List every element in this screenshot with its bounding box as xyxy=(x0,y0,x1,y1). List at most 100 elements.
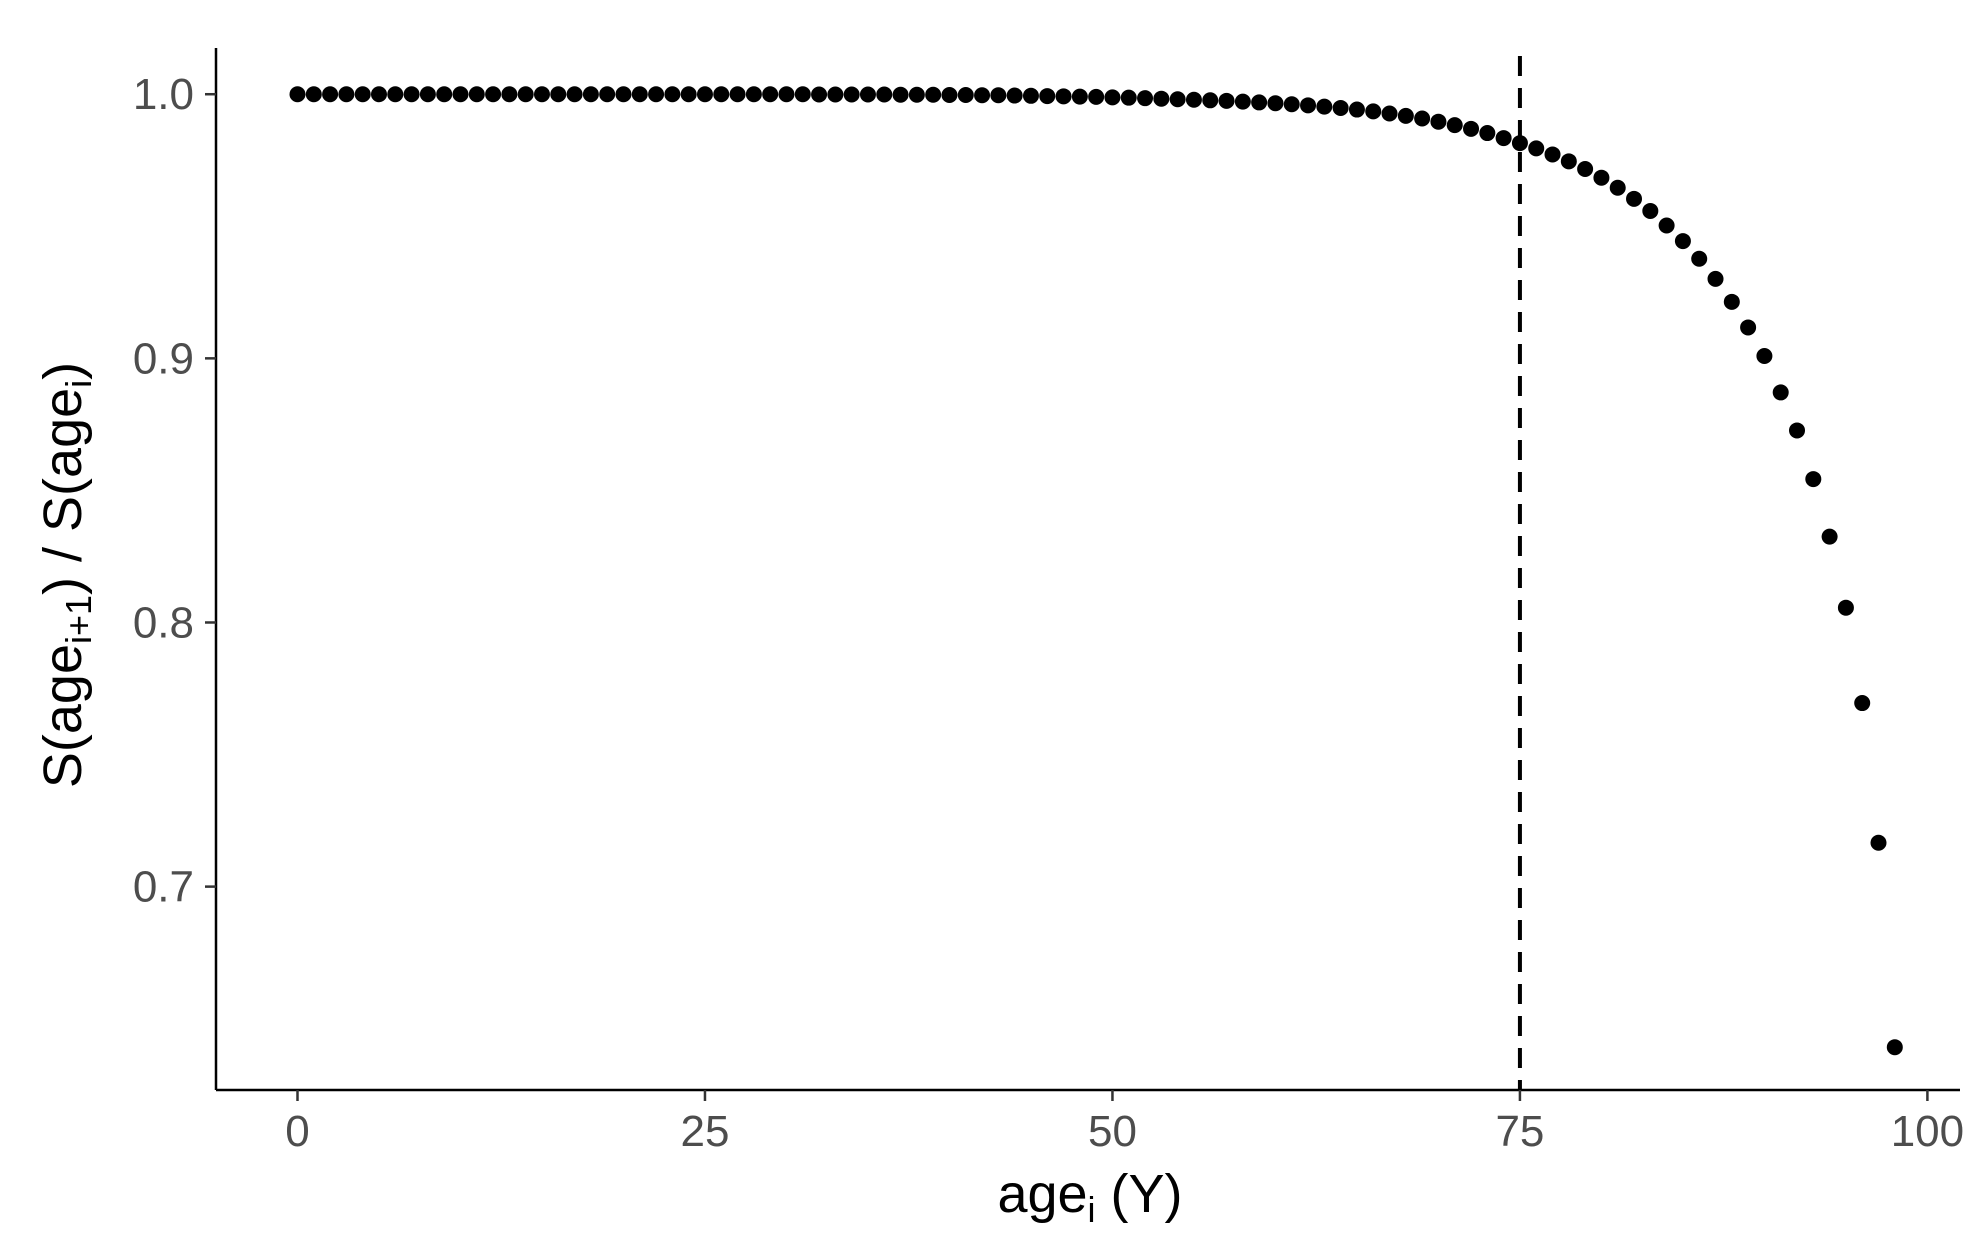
data-point xyxy=(1446,117,1463,134)
data-point xyxy=(1332,99,1349,116)
data-point xyxy=(419,86,436,103)
data-point xyxy=(533,86,550,103)
x-tick-label: 25 xyxy=(680,1107,729,1156)
data-point xyxy=(1511,135,1528,152)
data-point xyxy=(729,86,746,103)
data-point xyxy=(1560,153,1577,170)
data-point xyxy=(1137,90,1154,107)
data-point xyxy=(468,86,485,103)
data-point xyxy=(354,86,371,103)
data-point xyxy=(501,86,518,103)
data-point xyxy=(615,86,632,103)
data-point xyxy=(1251,94,1268,111)
data-point xyxy=(452,86,469,103)
data-point xyxy=(1642,202,1659,219)
data-point xyxy=(1789,422,1806,439)
data-point xyxy=(827,86,844,103)
x-tick-label: 75 xyxy=(1495,1107,1544,1156)
data-point xyxy=(1577,160,1594,177)
data-point xyxy=(664,86,681,103)
data-point xyxy=(485,86,502,103)
data-point xyxy=(1870,834,1887,851)
data-point xyxy=(648,86,665,103)
data-point xyxy=(1837,599,1854,616)
data-point xyxy=(811,86,828,103)
data-point xyxy=(1397,107,1414,124)
x-axis-title: agei (Y) xyxy=(997,1164,1182,1230)
x-tick-label: 0 xyxy=(285,1107,309,1156)
data-point xyxy=(1854,695,1871,712)
data-point xyxy=(1120,89,1137,106)
data-point xyxy=(1234,93,1251,110)
data-point xyxy=(322,86,339,103)
data-point xyxy=(599,86,616,103)
y-tick-label: 0.9 xyxy=(133,334,194,383)
data-point xyxy=(566,86,583,103)
data-point xyxy=(1707,270,1724,287)
data-point xyxy=(1153,90,1170,107)
y-axis-title: S(agei+1) / S(agei) xyxy=(33,362,99,788)
data-point xyxy=(778,86,795,103)
x-tick-label: 50 xyxy=(1088,1107,1137,1156)
data-point xyxy=(1479,125,1496,142)
data-point xyxy=(1300,97,1317,114)
data-point xyxy=(1528,140,1545,157)
data-point xyxy=(582,86,599,103)
data-point xyxy=(974,87,991,104)
data-point xyxy=(892,86,909,103)
data-point xyxy=(1104,89,1121,106)
data-point xyxy=(1039,88,1056,105)
data-points xyxy=(289,86,1903,1056)
data-point xyxy=(1348,101,1365,118)
data-point xyxy=(696,86,713,103)
x-tick-label: 100 xyxy=(1891,1107,1964,1156)
data-point xyxy=(680,86,697,103)
data-point xyxy=(1316,98,1333,115)
data-point xyxy=(1821,528,1838,545)
data-point xyxy=(1381,105,1398,122)
data-point xyxy=(794,86,811,103)
data-point xyxy=(387,86,404,103)
data-point xyxy=(941,87,958,104)
data-point xyxy=(1463,120,1480,137)
data-point xyxy=(1772,384,1789,401)
data-point xyxy=(713,86,730,103)
y-axis-ticks: 0.7 0.8 0.9 1.0 xyxy=(133,70,216,912)
data-point xyxy=(859,86,876,103)
data-point xyxy=(1805,471,1822,488)
data-point xyxy=(990,87,1007,104)
data-point xyxy=(631,86,648,103)
data-point xyxy=(1756,347,1773,364)
y-tick-label: 0.7 xyxy=(133,863,194,912)
data-point xyxy=(1886,1039,1903,1056)
data-point xyxy=(1430,113,1447,130)
data-point xyxy=(1022,87,1039,104)
data-point xyxy=(338,86,355,103)
data-point xyxy=(762,86,779,103)
data-point xyxy=(1626,190,1643,207)
data-point xyxy=(403,86,420,103)
data-point xyxy=(745,86,762,103)
data-point xyxy=(517,86,534,103)
data-point xyxy=(1169,91,1186,108)
data-point xyxy=(1202,92,1219,109)
data-point xyxy=(925,86,942,103)
data-point xyxy=(1691,250,1708,267)
data-point xyxy=(1740,319,1757,336)
y-tick-label: 1.0 xyxy=(133,70,194,119)
data-point xyxy=(1218,92,1235,109)
data-point xyxy=(1283,96,1300,113)
data-point xyxy=(957,87,974,104)
data-point xyxy=(289,86,306,103)
data-point xyxy=(1055,88,1072,105)
data-point xyxy=(1185,91,1202,108)
data-point xyxy=(1365,103,1382,120)
data-point xyxy=(1723,293,1740,310)
data-point xyxy=(1071,88,1088,105)
data-point xyxy=(1658,217,1675,234)
data-point xyxy=(305,86,322,103)
data-point xyxy=(1267,95,1284,112)
data-point xyxy=(1088,88,1105,105)
data-point xyxy=(1674,233,1691,250)
